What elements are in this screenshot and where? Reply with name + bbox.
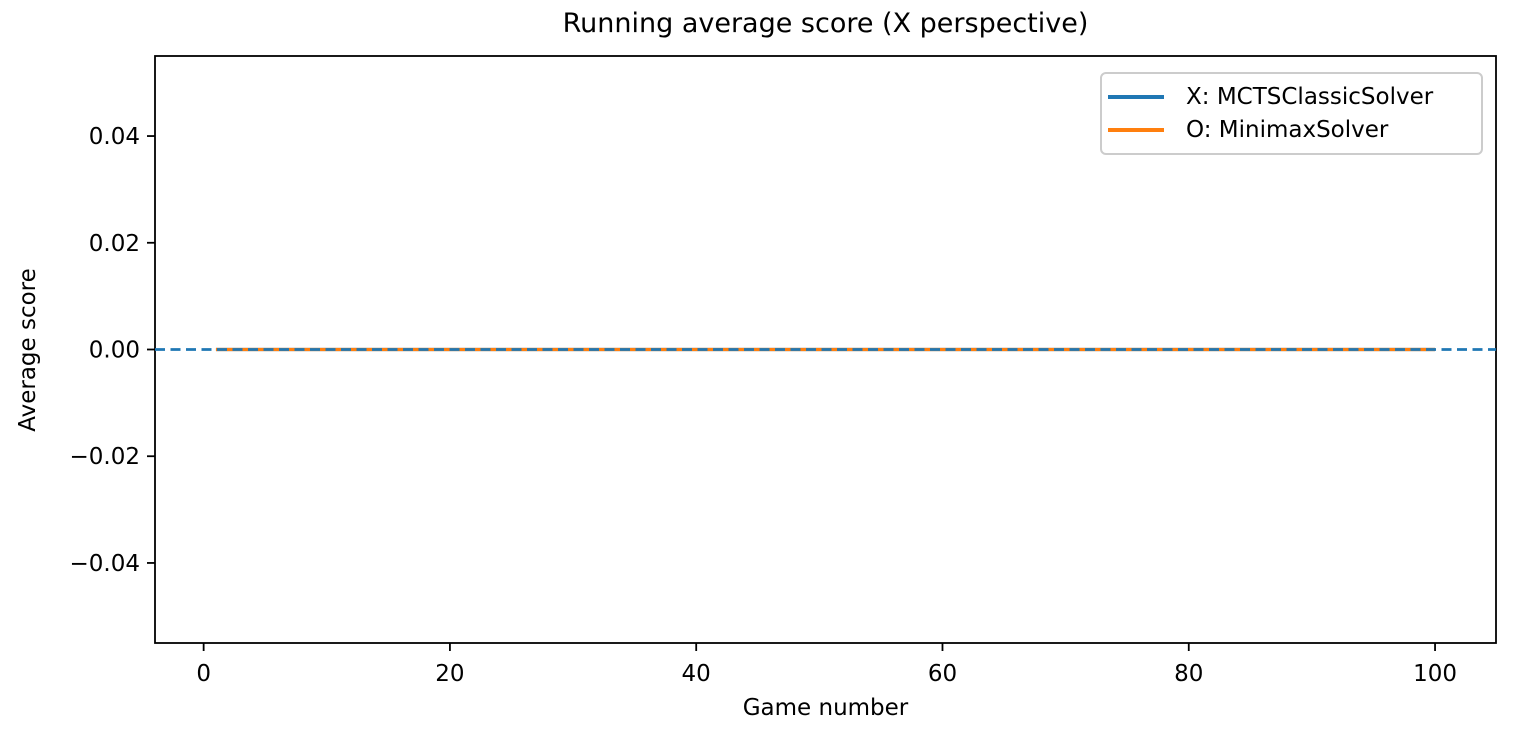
y-axis-tick-label: 0.04 xyxy=(89,124,140,150)
y-axis-tick-label: −0.04 xyxy=(70,551,140,577)
x-axis-tick-label: 80 xyxy=(1174,661,1203,687)
x-axis-tick-label: 60 xyxy=(928,661,957,687)
x-axis-tick-label: 40 xyxy=(682,661,711,687)
o-series-line-sample xyxy=(1108,128,1164,133)
x-axis-tick-label: 20 xyxy=(435,661,464,687)
y-axis-label: Average score xyxy=(15,268,41,432)
legend-entry-o: O: MinimaxSolver xyxy=(1108,117,1475,143)
legend-entry-x: X: MCTSClassicSolver xyxy=(1108,84,1475,110)
x-axis-tick-label: 0 xyxy=(196,661,211,687)
x-axis-tick-label: 100 xyxy=(1413,661,1457,687)
y-axis-tick-label: 0.00 xyxy=(89,338,140,364)
x-series-line-sample xyxy=(1108,94,1164,99)
chart-title: Running average score (X perspective) xyxy=(562,8,1089,39)
y-axis-tick-label: −0.02 xyxy=(70,444,140,470)
x-axis-label: Game number xyxy=(742,695,909,721)
legend-label-o: O: MinimaxSolver xyxy=(1186,117,1389,144)
legend: X: MCTSClassicSolver O: MinimaxSolver xyxy=(1100,72,1483,155)
y-axis-tick-label: 0.02 xyxy=(89,231,140,257)
legend-label-x: X: MCTSClassicSolver xyxy=(1186,83,1434,110)
